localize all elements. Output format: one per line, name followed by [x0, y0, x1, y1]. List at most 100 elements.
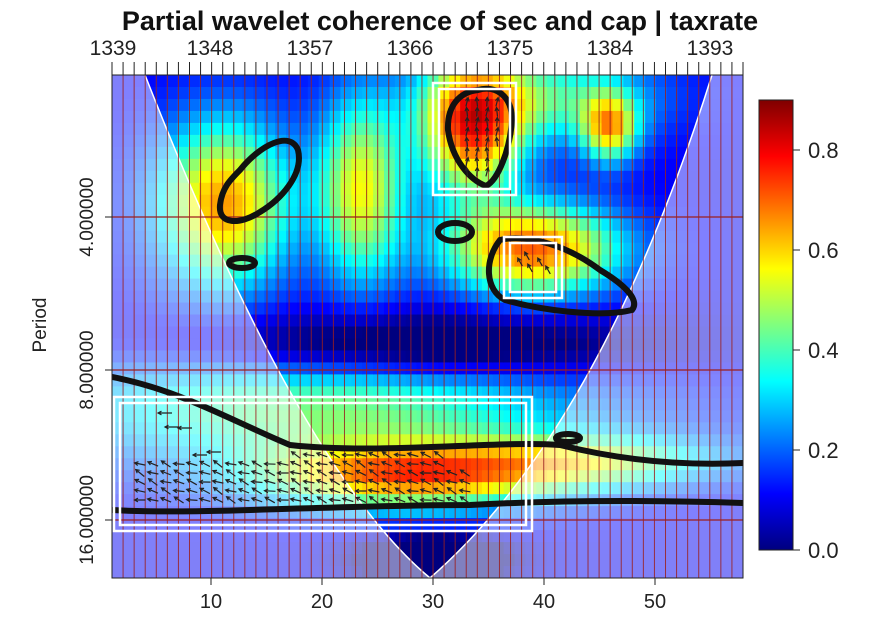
heatmap-cell: [318, 75, 331, 88]
heatmap-cell: [373, 182, 385, 196]
y-tick-label: 16.000000: [77, 475, 98, 565]
heatmap-cell: [405, 338, 418, 352]
heatmap-cell: [623, 182, 635, 196]
heatmap-cell: [373, 98, 385, 112]
heatmap-cell: [481, 170, 494, 184]
phase-arrow: [524, 251, 530, 261]
heatmap-cell: [547, 182, 559, 196]
heatmap-cell: [318, 158, 331, 172]
heatmap-cell: [536, 326, 548, 340]
heatmap-cell: [286, 98, 298, 112]
phase-arrow: [432, 497, 445, 502]
phase-arrow: [276, 461, 289, 466]
heatmap-cell: [340, 194, 352, 208]
heatmap-cell: [286, 206, 298, 220]
heatmap-cell: [677, 75, 690, 88]
heatmap-cell: [547, 254, 559, 268]
heatmap-cell: [568, 338, 581, 352]
heatmap-cell: [275, 290, 287, 304]
phase-arrow: [172, 488, 185, 494]
heatmap-cell: [383, 350, 396, 364]
heatmap-cell: [525, 218, 537, 232]
heatmap-cell: [536, 75, 548, 88]
heatmap-cell: [405, 542, 418, 555]
heatmap-cell: [329, 410, 342, 423]
heatmap-cell: [307, 170, 320, 184]
heatmap-cell: [634, 194, 646, 208]
heatmap-cell: [634, 158, 646, 172]
heatmap-cell: [373, 350, 385, 364]
phase-arrow: [368, 468, 379, 477]
heatmap-cell: [525, 338, 537, 352]
phase-arrow: [289, 470, 302, 475]
heatmap-cell: [514, 98, 527, 112]
heatmap-cell: [329, 242, 342, 256]
heatmap-cell: [383, 122, 396, 136]
heatmap-cell: [547, 266, 559, 280]
heatmap-cell: [634, 98, 646, 112]
phase-arrow: [484, 136, 490, 147]
heatmap-cell: [394, 482, 407, 495]
heatmap-cell: [286, 242, 298, 256]
heatmap-cell: [623, 278, 635, 292]
phase-arrow: [464, 136, 470, 147]
phase-arrow: [494, 106, 500, 117]
heatmap-cell: [340, 434, 352, 447]
heatmap-cell: [666, 98, 679, 112]
heatmap-cell: [492, 422, 505, 435]
heatmap-cell: [405, 170, 418, 184]
heatmap-cell: [177, 134, 189, 148]
heatmap-cell: [329, 134, 342, 148]
cone-of-influence-right: [430, 75, 743, 578]
heatmap-cell: [318, 290, 331, 304]
heatmap-cell: [329, 374, 342, 387]
heatmap-cell: [645, 194, 657, 208]
heatmap-cell: [601, 242, 614, 256]
heatmap-cell: [209, 146, 222, 160]
heatmap-cell: [558, 350, 570, 364]
heatmap-cell: [645, 158, 657, 172]
heatmap-cell: [547, 374, 559, 387]
heatmap-cell: [655, 170, 668, 184]
heatmap-cell: [590, 278, 603, 292]
heatmap-cell: [307, 362, 320, 376]
phase-arrow: [464, 166, 470, 177]
y-tick-label: 4.000000: [77, 177, 98, 256]
heatmap-cell: [286, 326, 298, 340]
heatmap-cell: [514, 338, 527, 352]
heatmap-cell: [231, 278, 244, 292]
heatmap-cell: [296, 218, 309, 232]
heatmap-cell: [373, 110, 385, 124]
heatmap-cell: [471, 314, 483, 328]
heatmap-cell: [220, 86, 233, 100]
phase-arrow: [380, 460, 393, 467]
heatmap-cell: [655, 158, 668, 172]
heatmap-cell: [645, 146, 657, 160]
heatmap-cell: [253, 158, 265, 172]
heatmap-cell: [677, 86, 690, 100]
heatmap-cell: [362, 350, 374, 364]
heatmap-cell: [383, 398, 396, 411]
heatmap-cell: [296, 338, 309, 352]
heatmap-cell: [525, 98, 537, 112]
heatmap-cell: [514, 422, 527, 435]
heatmap-cell: [296, 326, 309, 340]
heatmap-cell: [601, 146, 614, 160]
colorbar-tick-label: 0.2: [808, 438, 839, 463]
heatmap-cell: [307, 374, 320, 387]
heatmap-cell: [623, 158, 635, 172]
heatmap-cell: [405, 386, 418, 399]
heatmap-cell: [231, 75, 244, 88]
phase-arrow: [172, 461, 185, 467]
heatmap-cell: [329, 146, 342, 160]
heatmap-cell: [286, 122, 298, 136]
phase-arrow: [160, 487, 171, 495]
heatmap-cell: [623, 98, 635, 112]
heatmap-cell: [286, 266, 298, 280]
heatmap-cell: [536, 434, 548, 447]
heatmap-cell: [199, 134, 211, 148]
heatmap-cell: [471, 194, 483, 208]
phase-arrow: [393, 479, 406, 485]
heatmap-cell: [481, 398, 494, 411]
heatmap-cell: [329, 230, 342, 244]
